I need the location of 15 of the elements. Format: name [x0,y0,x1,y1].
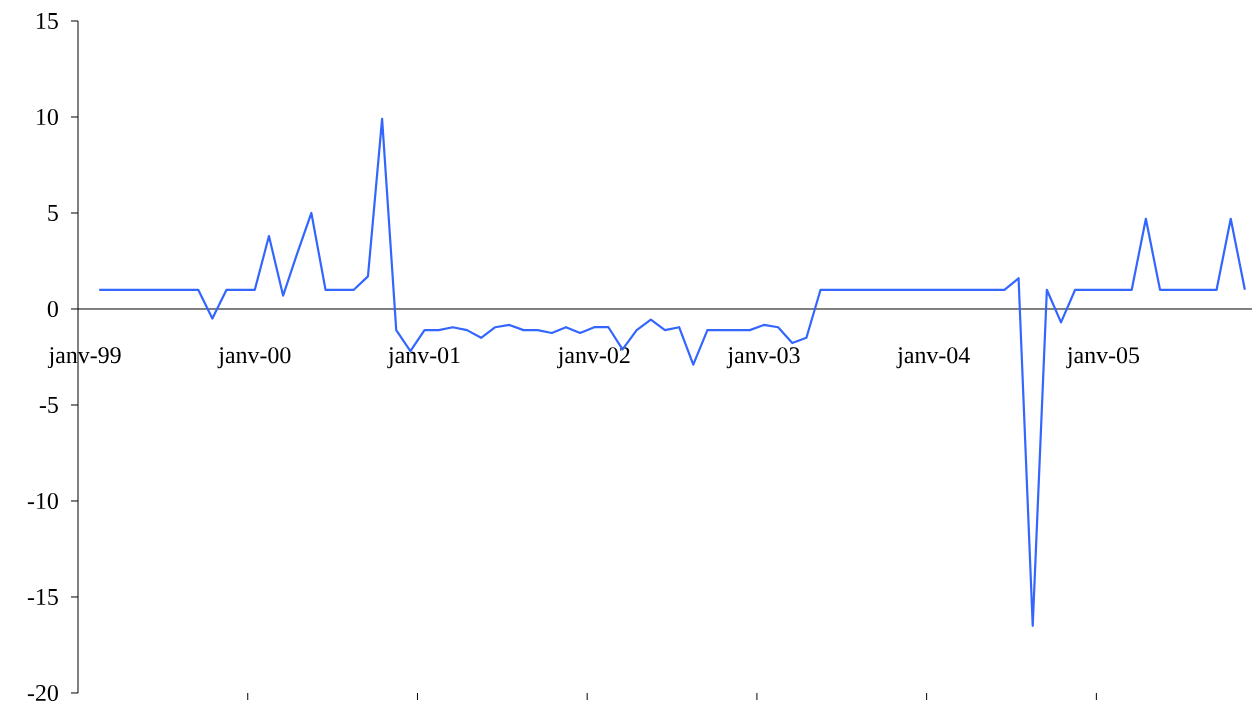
x-tick-label: janv-03 [726,347,800,369]
y-tick-label: 10 [37,108,58,126]
x-tick-label: janv-02 [557,347,630,369]
y-tick-label: 0 [47,300,58,318]
y-tick-label: -15 [27,588,58,605]
y-tick-label: -10 [27,492,58,510]
x-tick-label: janv-05 [1066,347,1140,369]
y-tick-label: 5 [48,205,58,221]
y-tick-label: 15 [37,12,58,29]
x-tick-label: janv-01 [387,347,460,369]
x-tick-label: janv-04 [896,347,970,369]
y-tick-label: -5 [39,397,58,413]
x-tick-label: janv-00 [217,347,291,369]
x-tick-label: janv-99 [47,347,121,369]
y-tick-label: -20 [27,684,58,702]
